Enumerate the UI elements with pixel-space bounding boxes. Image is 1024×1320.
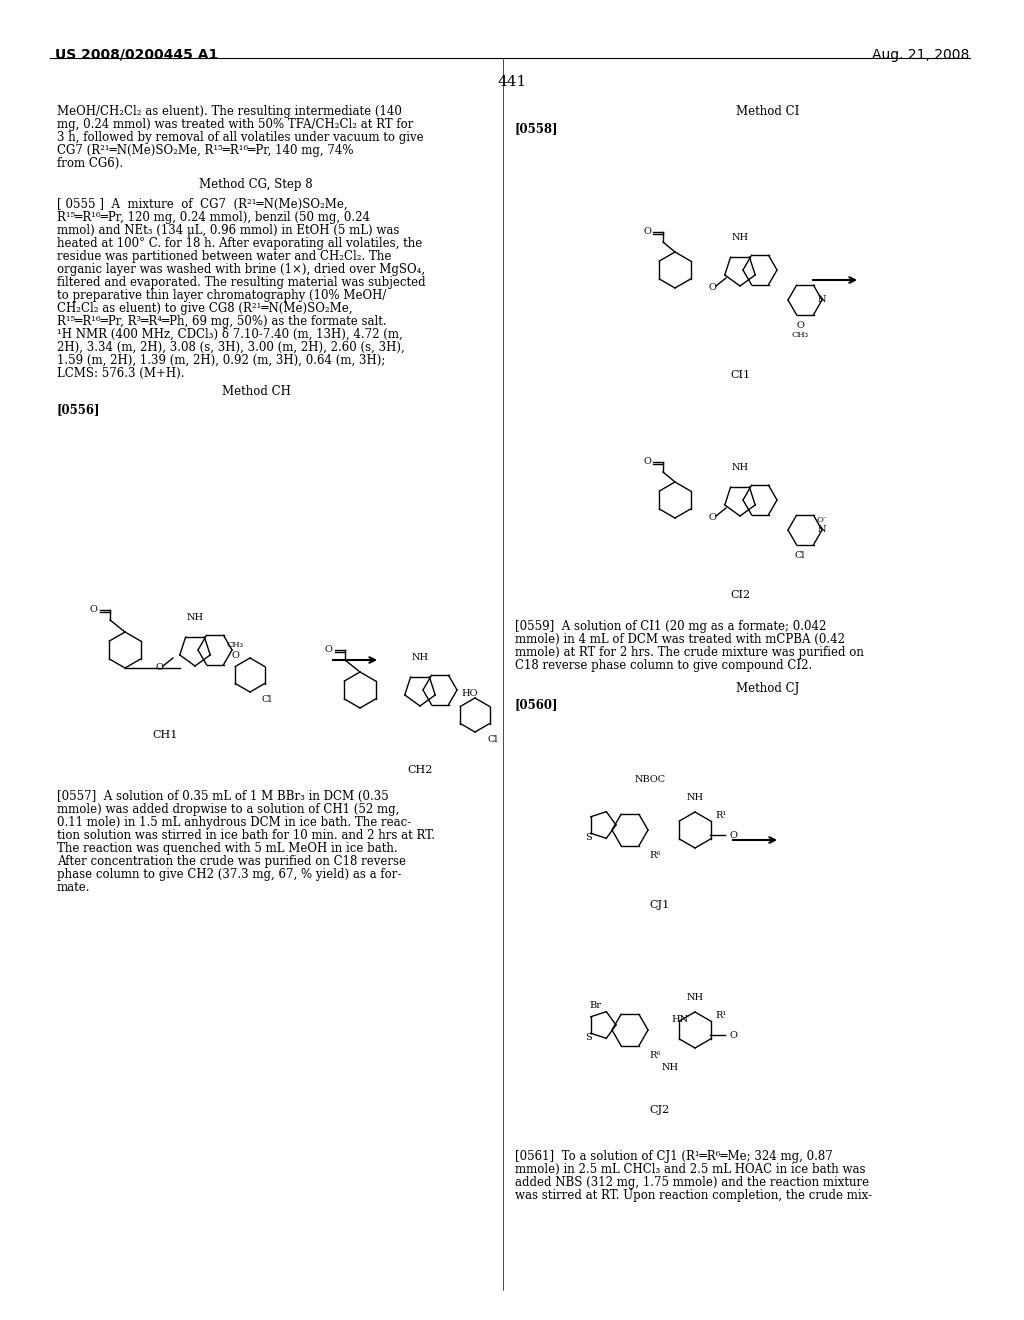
Text: O: O [231,651,239,660]
Text: [0557]  A solution of 0.35 mL of 1 M BBr₃ in DCM (0.35: [0557] A solution of 0.35 mL of 1 M BBr₃… [57,789,389,803]
Text: R¹⁵═R¹⁶═Pr, 120 mg, 0.24 mmol), benzil (50 mg, 0.24: R¹⁵═R¹⁶═Pr, 120 mg, 0.24 mmol), benzil (… [57,211,370,224]
Text: tion solution was stirred in ice bath for 10 min. and 2 hrs at RT.: tion solution was stirred in ice bath fo… [57,829,435,842]
Text: After concentration the crude was purified on C18 reverse: After concentration the crude was purifi… [57,855,406,869]
Text: Method CG, Step 8: Method CG, Step 8 [200,178,312,191]
Text: Cl: Cl [262,696,272,705]
Text: [0559]  A solution of CI1 (20 mg as a formate; 0.042: [0559] A solution of CI1 (20 mg as a for… [515,620,826,634]
Text: 2H), 3.34 (m, 2H), 3.08 (s, 3H), 3.00 (m, 2H), 2.60 (s, 3H),: 2H), 3.34 (m, 2H), 3.08 (s, 3H), 3.00 (m… [57,341,404,354]
Text: O: O [643,458,651,466]
Text: NH: NH [662,1064,679,1072]
Text: Br: Br [589,1001,601,1010]
Text: CH2: CH2 [408,766,433,775]
Text: R¹: R¹ [715,1011,726,1019]
Text: O: O [796,321,804,330]
Text: CH₃: CH₃ [226,642,244,649]
Text: mmole) was added dropwise to a solution of CH1 (52 mg,: mmole) was added dropwise to a solution … [57,803,399,816]
Text: NH: NH [412,653,429,663]
Text: CI2: CI2 [730,590,750,601]
Text: O: O [89,606,97,615]
Text: R⁶: R⁶ [649,850,660,859]
Text: R¹⁵═R¹⁶═Pr, R³═R⁴═Ph, 69 mg, 50%) as the formate salt.: R¹⁵═R¹⁶═Pr, R³═R⁴═Ph, 69 mg, 50%) as the… [57,315,387,327]
Text: NH: NH [686,793,703,803]
Text: mg, 0.24 mmol) was treated with 50% TFA/CH₂Cl₂ at RT for: mg, 0.24 mmol) was treated with 50% TFA/… [57,117,414,131]
Text: NH: NH [686,993,703,1002]
Text: C18 reverse phase column to give compound CI2.: C18 reverse phase column to give compoun… [515,659,812,672]
Text: O: O [643,227,651,236]
Text: mate.: mate. [57,880,90,894]
Text: CG7 (R²¹═N(Me)SO₂Me, R¹⁵═R¹⁶═Pr, 140 mg, 74%: CG7 (R²¹═N(Me)SO₂Me, R¹⁵═R¹⁶═Pr, 140 mg,… [57,144,353,157]
Text: NH: NH [186,612,204,622]
Text: [0556]: [0556] [57,403,100,416]
Text: O: O [324,645,332,655]
Text: US 2008/0200445 A1: US 2008/0200445 A1 [55,48,218,62]
Text: O: O [730,830,738,840]
Text: CI1: CI1 [730,370,750,380]
Text: Method CJ: Method CJ [736,682,800,696]
Text: CH₃: CH₃ [792,331,809,339]
Text: 3 h, followed by removal of all volatiles under vacuum to give: 3 h, followed by removal of all volatile… [57,131,424,144]
Text: [ 0555 ]  A  mixture  of  CG7  (R²¹═N(Me)SO₂Me,: [ 0555 ] A mixture of CG7 (R²¹═N(Me)SO₂M… [57,198,347,211]
Text: O: O [708,513,716,523]
Text: heated at 100° C. for 18 h. After evaporating all volatiles, the: heated at 100° C. for 18 h. After evapor… [57,238,422,249]
Text: 1.59 (m, 2H), 1.39 (m, 2H), 0.92 (m, 3H), 0.64 (m, 3H);: 1.59 (m, 2H), 1.39 (m, 2H), 0.92 (m, 3H)… [57,354,385,367]
Text: O: O [708,284,716,293]
Text: from CG6).: from CG6). [57,157,123,170]
Text: LCMS: 576.3 (M+H).: LCMS: 576.3 (M+H). [57,367,184,380]
Text: Method CI: Method CI [736,106,800,117]
Text: N: N [818,525,826,535]
Text: MeOH/CH₂Cl₂ as eluent). The resulting intermediate (140: MeOH/CH₂Cl₂ as eluent). The resulting in… [57,106,401,117]
Text: CH1: CH1 [153,730,178,741]
Text: NBOC: NBOC [635,776,666,784]
Text: CH₂Cl₂ as eluent) to give CG8 (R²¹═N(Me)SO₂Me,: CH₂Cl₂ as eluent) to give CG8 (R²¹═N(Me)… [57,302,352,315]
Text: Cl: Cl [487,735,498,744]
Text: ¹H NMR (400 MHz, CDCl₃) δ 7.10-7.40 (m, 13H), 4.72 (m,: ¹H NMR (400 MHz, CDCl₃) δ 7.10-7.40 (m, … [57,327,402,341]
Text: NH: NH [731,234,749,242]
Text: [0558]: [0558] [515,121,558,135]
Text: 441: 441 [498,75,526,88]
Text: S: S [585,1034,592,1043]
Text: NH: NH [731,463,749,473]
Text: [0560]: [0560] [515,698,558,711]
Text: N: N [818,296,826,305]
Text: O: O [730,1031,738,1040]
Text: R¹: R¹ [715,810,726,820]
Text: Method CH: Method CH [221,385,291,399]
Text: added NBS (312 mg, 1.75 mmole) and the reaction mixture: added NBS (312 mg, 1.75 mmole) and the r… [515,1176,869,1189]
Text: was stirred at RT. Upon reaction completion, the crude mix-: was stirred at RT. Upon reaction complet… [515,1189,872,1203]
Text: The reaction was quenched with 5 mL MeOH in ice bath.: The reaction was quenched with 5 mL MeOH… [57,842,397,855]
Text: phase column to give CH2 (37.3 mg, 67, % yield) as a for-: phase column to give CH2 (37.3 mg, 67, %… [57,869,401,880]
Text: [0561]  To a solution of CJ1 (R¹═R⁶═Me; 324 mg, 0.87: [0561] To a solution of CJ1 (R¹═R⁶═Me; 3… [515,1150,833,1163]
Text: to preparative thin layer chromatography (10% MeOH/: to preparative thin layer chromatography… [57,289,386,302]
Text: CJ1: CJ1 [650,900,670,909]
Text: HO: HO [462,689,478,697]
Text: O: O [155,664,163,672]
Text: HN: HN [672,1015,688,1024]
Text: O⁻: O⁻ [816,516,827,524]
Text: residue was partitioned between water and CH₂Cl₂. The: residue was partitioned between water an… [57,249,391,263]
Text: filtered and evaporated. The resulting material was subjected: filtered and evaporated. The resulting m… [57,276,426,289]
Text: 0.11 mole) in 1.5 mL anhydrous DCM in ice bath. The reac-: 0.11 mole) in 1.5 mL anhydrous DCM in ic… [57,816,412,829]
Text: mmole) in 4 mL of DCM was treated with mCPBA (0.42: mmole) in 4 mL of DCM was treated with m… [515,634,845,645]
Text: R⁶: R⁶ [649,1051,660,1060]
Text: CJ2: CJ2 [650,1105,670,1115]
Text: Aug. 21, 2008: Aug. 21, 2008 [871,48,969,62]
Text: mmol) and NEt₃ (134 μL, 0.96 mmol) in EtOH (5 mL) was: mmol) and NEt₃ (134 μL, 0.96 mmol) in Et… [57,224,399,238]
Text: Cl: Cl [795,550,805,560]
Text: organic layer was washed with brine (1×), dried over MgSO₄,: organic layer was washed with brine (1×)… [57,263,425,276]
Text: mmole) in 2.5 mL CHCl₃ and 2.5 mL HOAC in ice bath was: mmole) in 2.5 mL CHCl₃ and 2.5 mL HOAC i… [515,1163,865,1176]
Text: S: S [585,833,592,842]
Text: mmole) at RT for 2 hrs. The crude mixture was purified on: mmole) at RT for 2 hrs. The crude mixtur… [515,645,864,659]
